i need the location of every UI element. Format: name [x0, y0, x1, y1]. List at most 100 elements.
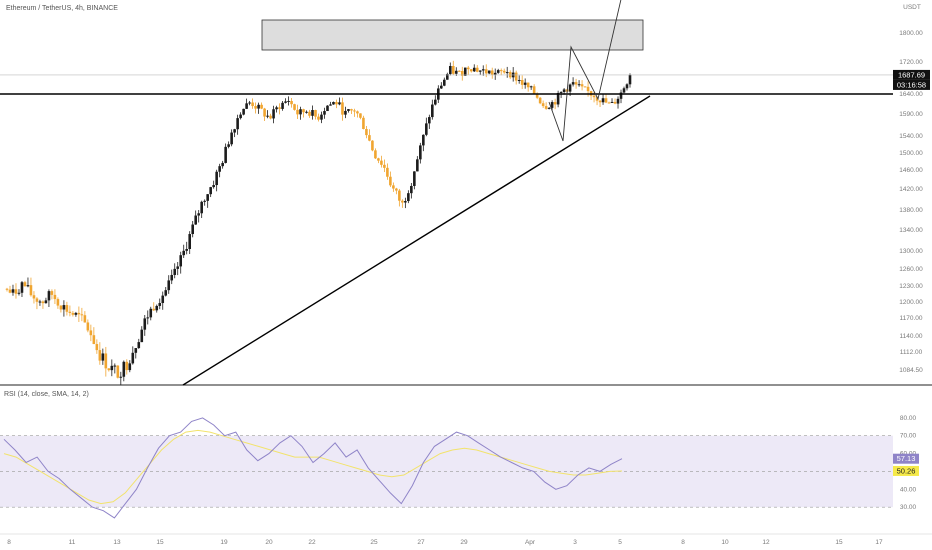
time-tick-label: 3 — [573, 539, 577, 546]
price-tick-label: 1500.00 — [899, 150, 923, 157]
candle-body — [529, 86, 533, 88]
last-price-value: 1687.69 — [898, 70, 925, 79]
candle-body — [469, 69, 473, 72]
candle-body — [523, 82, 527, 85]
candle-body — [583, 86, 587, 88]
candle-body — [167, 280, 171, 291]
price-axis: USDT 1800.00 1720.00 1640.00 1590.00 1540.00 1… — [899, 4, 923, 374]
candle-body — [586, 86, 590, 92]
time-tick-label: 20 — [265, 539, 273, 546]
candle-body — [604, 98, 608, 103]
candle-body — [68, 311, 72, 313]
candle-body — [344, 110, 347, 115]
candle-body — [293, 104, 296, 110]
candle-body — [407, 193, 410, 202]
candle-body — [338, 102, 341, 105]
candle-body — [23, 282, 27, 287]
candle-body — [164, 290, 168, 296]
candle-body — [194, 215, 197, 225]
rsi-value-tag — [893, 453, 919, 464]
candle-body — [356, 111, 359, 114]
candle-body — [440, 85, 443, 89]
candle-body — [541, 103, 545, 107]
candle-body — [616, 98, 620, 104]
candle-body — [622, 88, 626, 93]
candle-body — [53, 294, 57, 300]
candle-body — [188, 234, 192, 249]
candle-body — [562, 89, 566, 92]
currency-label: USDT — [903, 4, 921, 11]
candle-body — [499, 70, 503, 72]
resistance-zone — [261, 19, 644, 51]
candle-body — [62, 305, 66, 310]
time-tick-label: 22 — [308, 539, 316, 546]
candle-body — [484, 69, 488, 74]
price-tick-label: 1170.00 — [899, 315, 922, 322]
candle-body — [619, 92, 623, 99]
candle-body — [83, 315, 87, 323]
candle-body — [553, 102, 557, 105]
candle-body — [101, 353, 105, 361]
candle-body — [380, 160, 383, 165]
candle-body — [122, 361, 126, 377]
candle-body — [185, 248, 189, 251]
candle-body — [329, 104, 332, 106]
candle-body — [389, 176, 392, 186]
candle-body — [335, 102, 338, 105]
candle-body — [230, 132, 233, 145]
candle-body — [29, 285, 33, 296]
candle-body — [281, 102, 284, 109]
candle-body — [17, 292, 21, 294]
candle-body — [308, 111, 311, 116]
candle-body — [107, 368, 111, 371]
candle-body — [544, 106, 548, 109]
candle-body — [50, 291, 54, 295]
candle-body — [457, 70, 461, 72]
ascending-trendline — [182, 95, 651, 386]
candle-body — [155, 305, 159, 311]
candle-body — [490, 70, 494, 75]
candle-body — [224, 146, 227, 163]
candle-body — [460, 70, 464, 76]
candle-body — [140, 329, 144, 343]
candles-layer — [5, 60, 632, 386]
time-tick-label: 10 — [721, 539, 729, 546]
candle-body — [613, 101, 617, 104]
candle-body — [314, 110, 317, 117]
candle-body — [386, 167, 389, 177]
candle-body — [520, 80, 524, 85]
candle-body — [8, 289, 12, 293]
candle-body — [550, 102, 554, 108]
price-tick-label: 1420.00 — [899, 186, 923, 193]
price-tick-label: 1460.00 — [899, 167, 923, 174]
candle-body — [326, 105, 329, 112]
candle-body — [206, 194, 209, 201]
candle-body — [233, 129, 236, 133]
candle-body — [401, 200, 404, 203]
countdown-tag — [893, 79, 930, 90]
candle-body — [170, 274, 174, 281]
price-tick-label: 1260.00 — [899, 266, 923, 273]
time-tick-label: 29 — [460, 539, 468, 546]
price-tick-label: 1340.00 — [899, 227, 923, 234]
candle-body — [350, 109, 353, 111]
price-tick-label: 1800.00 — [899, 30, 923, 37]
candle-body — [275, 107, 278, 110]
price-tick-label: 1200.00 — [899, 299, 923, 306]
candle-body — [472, 67, 476, 72]
candle-body — [257, 104, 260, 109]
candle-body — [481, 69, 485, 71]
candle-body — [236, 118, 239, 130]
candle-body — [35, 298, 39, 302]
candle-body — [517, 80, 521, 82]
candle-body — [580, 84, 584, 87]
candle-body — [26, 285, 30, 287]
candle-body — [95, 344, 99, 351]
candle-body — [398, 190, 401, 201]
candle-body — [11, 289, 15, 293]
price-tick-label: 1640.00 — [899, 91, 923, 98]
price-tick-label: 1084.50 — [899, 367, 923, 374]
candle-body — [191, 224, 194, 235]
candle-body — [254, 106, 257, 109]
drawings-layer — [0, 0, 893, 386]
